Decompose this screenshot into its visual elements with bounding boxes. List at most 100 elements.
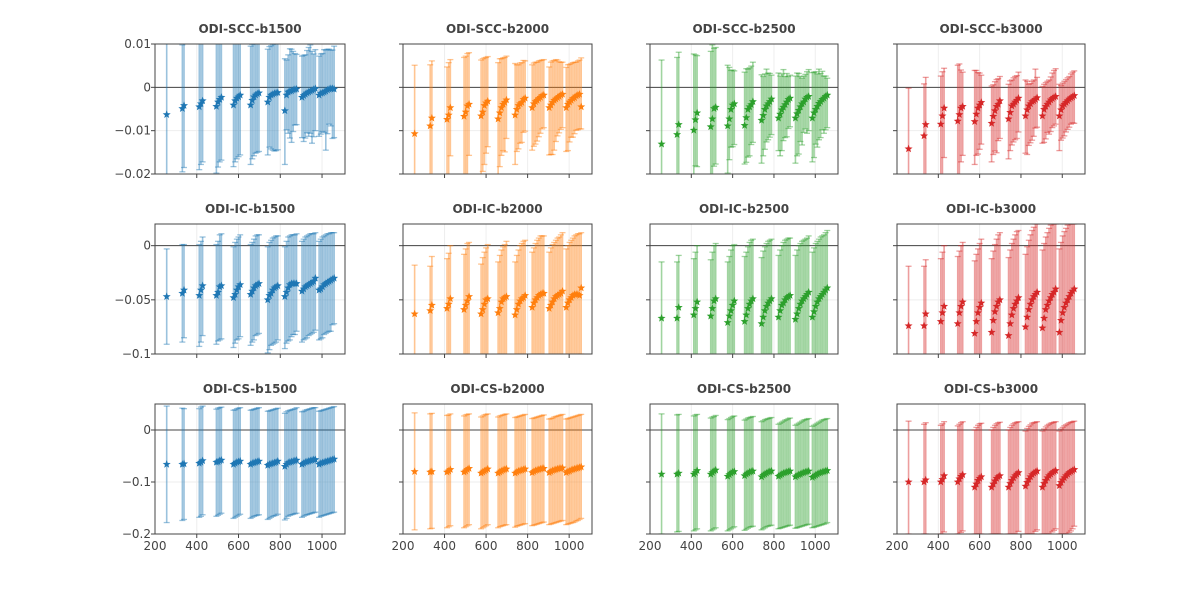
error-bar: [822, 75, 829, 131]
error-bar: [546, 66, 553, 156]
data-point-star: [465, 464, 474, 472]
data-point-star: [1007, 310, 1016, 319]
error-bar: [512, 261, 519, 354]
error-bar: [905, 420, 912, 534]
error-bar: [537, 235, 544, 354]
data-point-star: [767, 466, 776, 475]
subplot-odi-ic-b2500: ODI-IC-b2500: [646, 202, 839, 358]
data-point-star: [1051, 92, 1060, 100]
x-tick-label: 1000: [800, 539, 831, 553]
data-point-star: [977, 472, 986, 481]
data-point-star: [972, 110, 981, 118]
data-point-star: [1060, 303, 1069, 311]
data-point-star: [198, 281, 207, 290]
error-bar: [478, 59, 485, 174]
data-point-star: [711, 465, 720, 474]
subplot-title: ODI-CS-b3000: [944, 382, 1038, 396]
data-point-star: [217, 281, 226, 290]
data-point-star: [938, 111, 947, 120]
data-point-star: [725, 311, 734, 320]
error-bar: [768, 74, 775, 136]
data-point-star: [427, 301, 436, 309]
data-point-star: [776, 110, 785, 118]
x-tick-label: 200: [144, 539, 167, 553]
x-tick-label: 1000: [554, 539, 585, 553]
data-point-star: [478, 305, 487, 313]
data-point-star: [539, 289, 548, 297]
data-point-star: [958, 297, 967, 306]
data-point-star: [1014, 293, 1023, 302]
error-bar: [1067, 421, 1074, 532]
error-bar: [978, 74, 985, 145]
error-bar: [481, 251, 488, 354]
data-point-star: [767, 94, 776, 103]
error-bar: [539, 235, 546, 354]
data-point-star: [657, 139, 666, 148]
error-bar: [658, 59, 665, 174]
error-bar: [501, 243, 508, 354]
data-point-star: [673, 130, 682, 138]
data-point-star: [198, 96, 207, 105]
data-point-star: [263, 97, 272, 106]
y-tick-label: −0.1: [122, 475, 151, 489]
data-point-star: [940, 103, 949, 112]
data-point-star: [246, 100, 255, 109]
data-point-star: [1055, 328, 1064, 336]
data-point-star: [562, 303, 571, 311]
data-point-star: [936, 119, 945, 128]
data-point-star: [921, 475, 930, 484]
data-point-star: [810, 108, 819, 117]
error-bar: [462, 55, 469, 174]
data-point-star: [575, 291, 584, 299]
error-bar: [1069, 421, 1076, 530]
y-tick-label: −0.2: [122, 527, 151, 541]
data-point-star: [495, 108, 504, 117]
error-bar: [1012, 75, 1019, 141]
data-point-star: [742, 310, 751, 319]
data-point-star: [691, 115, 700, 124]
error-bar: [805, 235, 812, 354]
error-bar: [1064, 423, 1071, 534]
series-odi-scc-b3000: [904, 63, 1079, 174]
error-bar: [557, 234, 564, 354]
data-point-star: [427, 113, 436, 122]
data-point-star: [1024, 305, 1033, 313]
plot-frame: [154, 223, 346, 355]
error-bar: [1007, 80, 1014, 152]
error-bar: [692, 54, 699, 167]
error-bar: [761, 73, 768, 150]
error-bar: [1032, 224, 1039, 354]
error-bar: [817, 236, 824, 354]
subplot-title: ODI-SCC-b2000: [446, 22, 549, 36]
data-point-star: [573, 290, 582, 298]
subplot-odi-cs-b2500: ODI-CS-b2500 200 400 600 800 1000: [639, 382, 839, 553]
data-point-star: [465, 292, 474, 300]
data-point-star: [786, 93, 795, 102]
error-bar: [749, 238, 756, 354]
data-point-star: [292, 279, 301, 287]
error-bar: [800, 239, 807, 354]
series-odi-ic-b1500: [162, 232, 339, 354]
data-point-star: [229, 100, 238, 109]
error-bar: [447, 245, 454, 354]
error-bar: [535, 237, 542, 354]
error-bar: [551, 241, 558, 354]
data-point-star: [757, 116, 766, 124]
error-bar: [310, 53, 317, 138]
error-bar: [1066, 422, 1073, 534]
error-bar: [461, 253, 468, 354]
subplot-title: ODI-SCC-b2500: [692, 22, 795, 36]
data-point-star: [292, 455, 301, 464]
data-point-star: [767, 294, 776, 303]
error-bar: [1027, 82, 1034, 144]
data-point-star: [478, 107, 487, 116]
error-bar: [988, 258, 995, 354]
error-bar: [744, 68, 751, 158]
data-point-star: [248, 96, 257, 104]
series-odi-cs-b2000: [410, 412, 586, 531]
x-tick-label: 800: [269, 539, 292, 553]
error-bar: [1067, 224, 1074, 354]
data-point-star: [791, 315, 800, 323]
data-point-star: [461, 301, 470, 309]
x-tick-label: 600: [968, 539, 991, 553]
